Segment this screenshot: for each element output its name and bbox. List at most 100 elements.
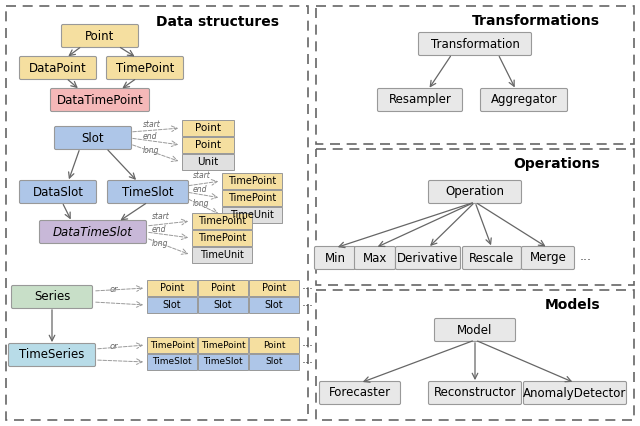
Text: long: long (193, 199, 209, 208)
FancyBboxPatch shape (378, 89, 463, 112)
Text: or: or (110, 285, 118, 294)
Bar (249, 297, 299, 313)
Bar (192, 213, 252, 229)
Text: start: start (152, 212, 170, 221)
Text: Forecaster: Forecaster (329, 386, 391, 400)
Text: Slot: Slot (265, 300, 284, 310)
Text: TimeUnit: TimeUnit (200, 250, 244, 260)
Bar (316, 6, 634, 144)
Bar (316, 290, 634, 420)
Bar (192, 247, 252, 263)
Bar (222, 173, 282, 189)
Text: Point: Point (85, 29, 115, 43)
Text: Max: Max (363, 251, 387, 265)
Bar (316, 149, 634, 285)
Text: ...: ... (302, 296, 314, 309)
Text: long: long (143, 146, 159, 155)
Text: Min: Min (324, 251, 346, 265)
Bar (147, 337, 197, 353)
Text: Unit: Unit (197, 157, 219, 167)
Bar (6, 6, 308, 420)
Bar (222, 190, 282, 206)
Text: Aggregator: Aggregator (491, 93, 557, 106)
Text: Point: Point (195, 123, 221, 133)
Bar (222, 207, 282, 223)
Text: start: start (193, 171, 211, 180)
Bar (147, 280, 197, 296)
Text: start: start (143, 120, 161, 129)
FancyBboxPatch shape (19, 181, 97, 204)
Text: Point: Point (211, 283, 235, 293)
Text: Rescale: Rescale (469, 251, 515, 265)
Text: Transformations: Transformations (472, 14, 600, 28)
Bar (192, 230, 252, 246)
Text: TimePoint: TimePoint (198, 233, 246, 243)
Text: AnomalyDetector: AnomalyDetector (524, 386, 627, 400)
Bar (147, 354, 197, 370)
FancyBboxPatch shape (463, 247, 522, 270)
FancyBboxPatch shape (419, 32, 531, 55)
Text: end: end (143, 132, 157, 141)
Text: TimeSeries: TimeSeries (19, 348, 84, 362)
Text: DataTimePoint: DataTimePoint (56, 93, 143, 106)
Bar (147, 297, 197, 313)
Text: Point: Point (263, 340, 285, 349)
Text: TimePoint: TimePoint (116, 61, 174, 75)
Text: end: end (152, 225, 166, 234)
Text: Transformation: Transformation (431, 37, 520, 51)
Text: TimePoint: TimePoint (228, 193, 276, 203)
Text: TimePoint: TimePoint (198, 216, 246, 226)
FancyBboxPatch shape (54, 127, 131, 150)
FancyBboxPatch shape (106, 57, 184, 80)
Text: TimePoint: TimePoint (201, 340, 245, 349)
Text: Models: Models (545, 298, 600, 312)
Text: Reconstructor: Reconstructor (434, 386, 516, 400)
Text: Point: Point (195, 140, 221, 150)
Bar (198, 280, 248, 296)
Bar (249, 354, 299, 370)
FancyBboxPatch shape (429, 181, 522, 204)
Bar (198, 297, 248, 313)
Text: ...: ... (302, 279, 314, 292)
Text: end: end (193, 185, 207, 194)
Text: TimeUnit: TimeUnit (230, 210, 274, 220)
FancyBboxPatch shape (522, 247, 575, 270)
Bar (182, 154, 234, 170)
Text: Resampler: Resampler (388, 93, 451, 106)
Text: TimeSlot: TimeSlot (203, 357, 243, 366)
FancyBboxPatch shape (108, 181, 189, 204)
Bar (198, 337, 248, 353)
FancyBboxPatch shape (314, 247, 355, 270)
Text: Data structures: Data structures (157, 15, 280, 29)
Text: ...: ... (302, 336, 314, 349)
Text: DataTimeSlot: DataTimeSlot (53, 225, 133, 239)
FancyBboxPatch shape (396, 247, 461, 270)
Text: long: long (152, 239, 168, 248)
Text: TimePoint: TimePoint (150, 340, 195, 349)
Text: DataSlot: DataSlot (33, 185, 83, 199)
Text: Operations: Operations (513, 157, 600, 171)
Text: Derivative: Derivative (397, 251, 459, 265)
Bar (198, 354, 248, 370)
Text: DataPoint: DataPoint (29, 61, 87, 75)
FancyBboxPatch shape (12, 285, 93, 308)
Text: Slot: Slot (214, 300, 232, 310)
Text: Model: Model (458, 323, 493, 337)
FancyBboxPatch shape (40, 221, 147, 244)
FancyBboxPatch shape (435, 319, 515, 342)
Text: Slot: Slot (82, 132, 104, 144)
FancyBboxPatch shape (355, 247, 396, 270)
FancyBboxPatch shape (51, 89, 150, 112)
Bar (182, 120, 234, 136)
Text: or: or (110, 342, 118, 351)
Text: Slot: Slot (163, 300, 181, 310)
FancyBboxPatch shape (429, 382, 522, 405)
FancyBboxPatch shape (481, 89, 568, 112)
Text: Operation: Operation (445, 185, 504, 199)
Text: Merge: Merge (529, 251, 566, 265)
Text: TimeSlot: TimeSlot (122, 185, 174, 199)
FancyBboxPatch shape (524, 382, 627, 405)
Text: ...: ... (302, 353, 314, 366)
Text: TimePoint: TimePoint (228, 176, 276, 186)
Bar (249, 280, 299, 296)
